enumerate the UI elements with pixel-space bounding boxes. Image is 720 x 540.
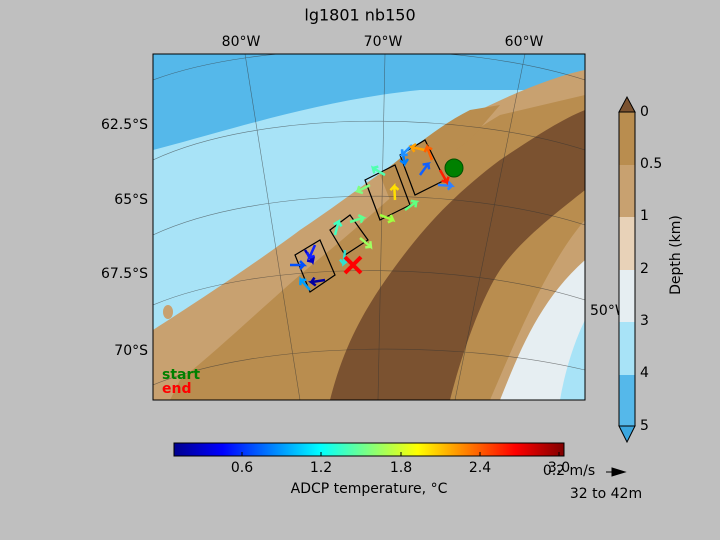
current-arrow [370,165,386,177]
current-arrow [307,276,326,287]
current-arrow [354,183,371,195]
depth-tick-label: 2 [640,261,649,277]
depth-label: Depth (km) [668,215,684,295]
current-arrow [404,199,420,212]
current-arrow [306,244,317,261]
temperature-tick-label: 0.6 [231,460,253,476]
current-arrow [389,182,400,201]
current-arrow [438,169,450,186]
current-arrow [349,213,367,224]
temperature-tick-label: 2.4 [469,460,491,476]
temperature-tick-label: 3.0 [548,460,570,476]
scale-label: 0.2 m/s [543,463,595,479]
current-arrow [359,237,373,250]
temperature-label: ADCP temperature, °C [291,481,448,497]
depth-tick-label: 4 [640,365,649,381]
lat-label: 65°S [114,192,148,208]
lat-label: 62.5°S [101,117,148,133]
current-arrow [290,260,308,270]
depth-tick-label: 1 [640,208,649,224]
current-arrow [437,180,455,191]
temperature-colorbar [173,442,565,457]
lat-label: 70°S [114,343,148,359]
temperature-tick-label: 1.2 [310,460,332,476]
lon-label: 60°W [505,34,544,50]
lat-label: 67.5°S [101,266,148,282]
current-arrow [399,144,413,157]
depth-tick-label: 0.5 [640,156,662,172]
current-arrow [423,143,434,161]
legend-start: start [162,367,200,383]
current-arrow [418,161,432,176]
depth-colorbar [618,95,636,444]
legend-end: end [162,381,191,397]
scale-arrow [606,467,627,477]
current-arrow [408,142,426,153]
map [153,54,585,400]
current-arrow [333,218,343,236]
depth-tick-label: 3 [640,313,649,329]
title: lg1801 nb150 [304,6,415,25]
depth-tick-label: 0 [640,104,649,120]
lon-label: 70°W [364,34,403,50]
current-arrow [379,213,396,224]
current-arrow [299,276,311,291]
lon-label: 80°W [222,34,261,50]
current-arrow [339,249,349,267]
temperature-tick-label: 1.8 [390,460,412,476]
depth-range: 32 to 42m [570,486,642,502]
depth-tick-label: 5 [640,418,649,434]
